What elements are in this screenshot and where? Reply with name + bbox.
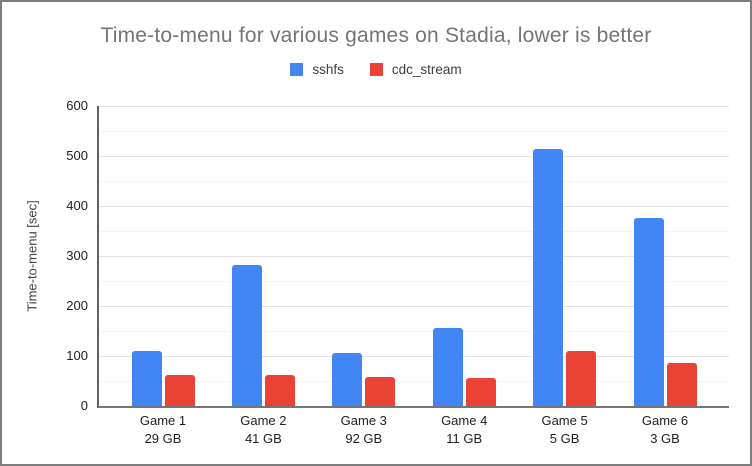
minor-gridline bbox=[99, 181, 729, 182]
y-tick-label: 0 bbox=[80, 398, 88, 413]
major-gridline bbox=[99, 306, 729, 307]
bar-sshfs-game-4[interactable] bbox=[432, 328, 463, 406]
legend-swatch-sshfs bbox=[290, 63, 304, 76]
legend-label-sshfs: sshfs bbox=[312, 62, 344, 77]
major-gridline bbox=[99, 206, 729, 207]
legend-item-sshfs[interactable]: sshfs bbox=[290, 62, 344, 77]
bar-cdc-stream-game-1[interactable] bbox=[164, 375, 195, 406]
y-tick-label: 600 bbox=[66, 98, 88, 113]
bar-cdc-stream-game-5[interactable] bbox=[566, 351, 597, 406]
y-tick-label: 200 bbox=[66, 298, 88, 313]
bar-sshfs-game-6[interactable] bbox=[633, 218, 664, 406]
bar-sshfs-game-1[interactable] bbox=[131, 351, 162, 406]
x-category-label: Game 3 92 GB bbox=[340, 413, 387, 446]
x-category-label: Game 2 41 GB bbox=[240, 413, 287, 446]
bar-cdc-stream-game-2[interactable] bbox=[264, 374, 295, 406]
minor-gridline bbox=[99, 331, 729, 332]
bar-sshfs-game-5[interactable] bbox=[533, 148, 564, 406]
plot-area bbox=[97, 106, 729, 408]
y-tick-label: 500 bbox=[66, 148, 88, 163]
major-gridline bbox=[99, 256, 729, 257]
y-tick-label: 100 bbox=[66, 348, 88, 363]
bar-cdc-stream-game-3[interactable] bbox=[365, 376, 396, 406]
bar-sshfs-game-3[interactable] bbox=[332, 352, 363, 406]
legend-label-cdc-stream: cdc_stream bbox=[391, 62, 462, 77]
major-gridline bbox=[99, 356, 729, 357]
minor-gridline bbox=[99, 281, 729, 282]
minor-gridline bbox=[99, 381, 729, 382]
major-gridline bbox=[99, 156, 729, 157]
chart-title: Time-to-menu for various games on Stadia… bbox=[100, 24, 652, 47]
legend: sshfs cdc_stream bbox=[2, 62, 750, 77]
y-tick-label: 400 bbox=[66, 198, 88, 213]
bar-sshfs-game-2[interactable] bbox=[231, 265, 262, 406]
legend-swatch-cdc-stream bbox=[369, 63, 383, 76]
minor-gridline bbox=[99, 231, 729, 232]
y-tick-label: 300 bbox=[66, 248, 88, 263]
x-category-label: Game 1 29 GB bbox=[139, 413, 187, 446]
legend-item-cdc-stream[interactable]: cdc_stream bbox=[369, 62, 462, 77]
x-category-label: Game 4 11 GB bbox=[441, 413, 488, 446]
bar-cdc-stream-game-6[interactable] bbox=[666, 363, 697, 406]
minor-gridline bbox=[99, 131, 729, 132]
bar-cdc-stream-game-4[interactable] bbox=[465, 378, 496, 406]
major-gridline bbox=[99, 106, 729, 107]
